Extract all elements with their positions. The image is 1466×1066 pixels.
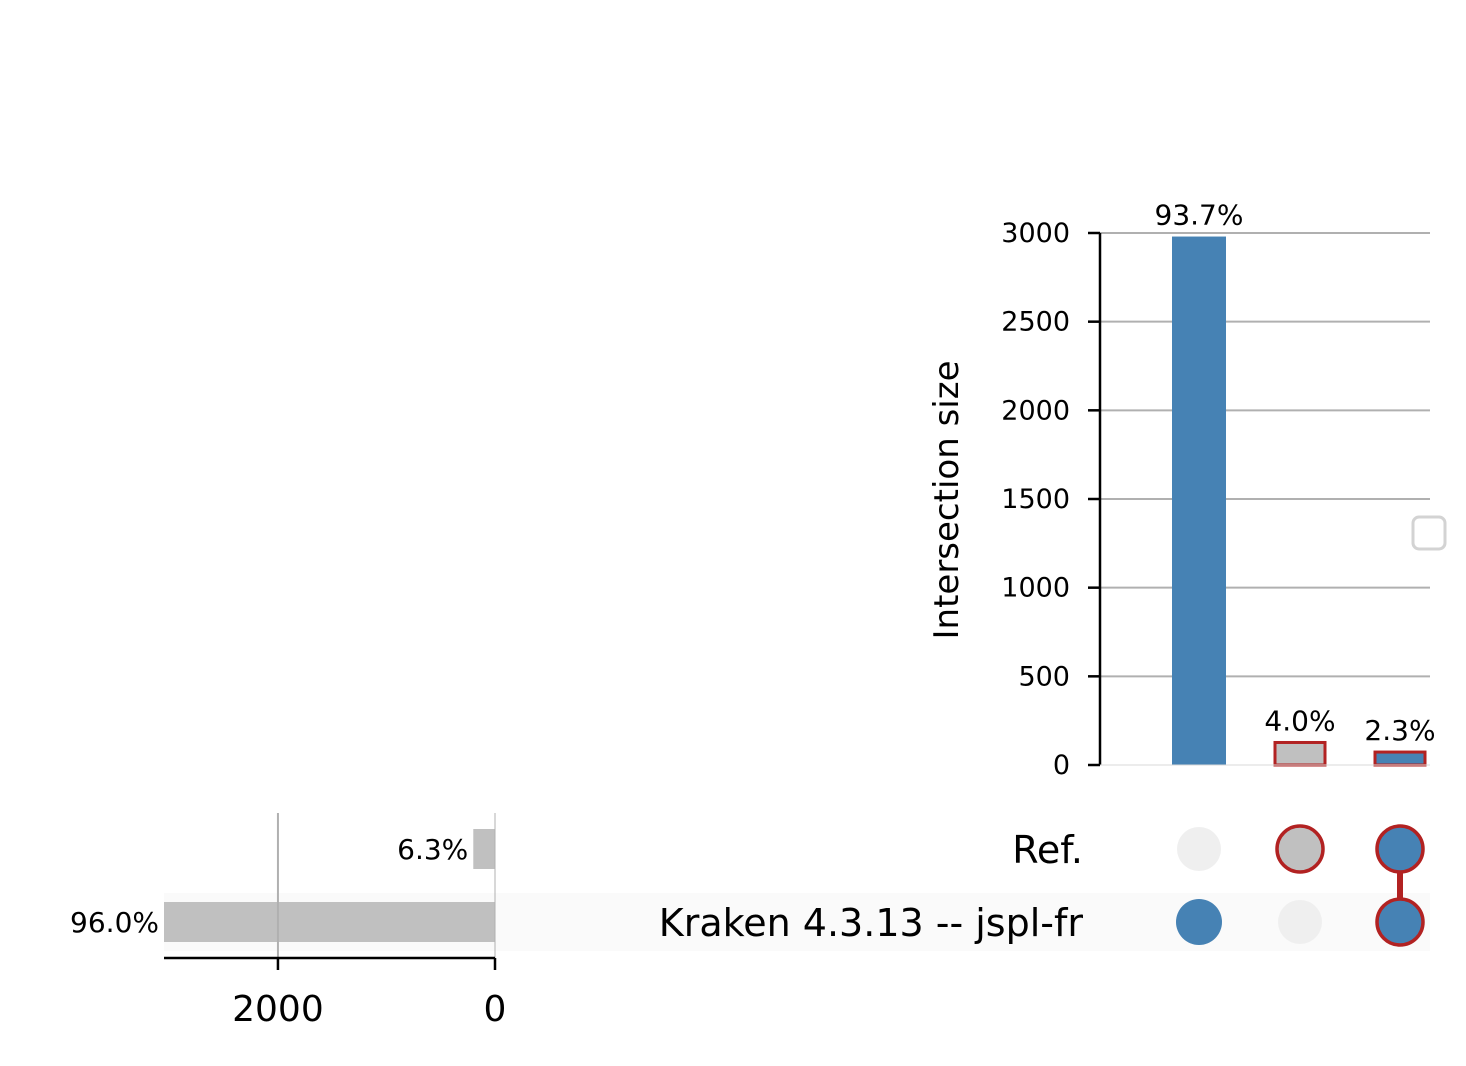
- matrix-dot-1-kraken-4-3-13-jspl-fr: [1176, 899, 1222, 945]
- set-size-bar-ref: [473, 829, 495, 869]
- set-size-label-ref: 6.3%: [397, 833, 468, 866]
- intersection-bars: 93.7% 4.0% 2.3%: [1155, 199, 1436, 767]
- intersection-bar-label-1: 93.7%: [1155, 199, 1244, 232]
- y-tick-label-2500: 2500: [1001, 307, 1070, 338]
- intersection-bar-1: [1172, 236, 1226, 766]
- set-size-bars: 6.3% 96.0%: [70, 829, 495, 942]
- y-tick-label-1500: 1500: [1001, 484, 1070, 515]
- legend: [1411, 515, 1447, 551]
- set-size-label-kraken-4-3-13-jspl-fr: 96.0%: [70, 906, 159, 939]
- set-size-axis: 2000 0: [164, 813, 506, 1030]
- intersection-bar-3: [1373, 750, 1427, 767]
- matrix-dot-2-ref: [1275, 824, 1325, 874]
- legend-box: [1411, 515, 1447, 551]
- matrix-dot-3-kraken-4-3-13-jspl-fr: [1375, 897, 1425, 947]
- y-tick-label-3000: 3000: [1001, 218, 1070, 249]
- matrix-dot-3-ref: [1375, 824, 1425, 874]
- set-names: Ref. Kraken 4.3.13 -- jspl-fr: [659, 828, 1084, 945]
- y-tick-label-500: 500: [1018, 661, 1070, 692]
- matrix-dots: [1176, 824, 1425, 947]
- set-size-bar-kraken-4-3-13-jspl-fr: [164, 902, 495, 942]
- y-tick-label-2000: 2000: [1001, 395, 1070, 426]
- intersection-y-axis: 0 500 1000 1500 2000 2500 3000: [1001, 218, 1430, 781]
- matrix-dot-2-kraken-4-3-13-jspl-fr: [1278, 900, 1322, 944]
- matrix-dot-1-ref: [1177, 827, 1221, 871]
- set-size-tick-label-0: 0: [484, 989, 507, 1030]
- set-name-ref: Ref.: [1012, 828, 1083, 872]
- set-name-kraken-4-3-13-jspl-fr: Kraken 4.3.13 -- jspl-fr: [659, 901, 1084, 945]
- intersection-bar-label-3: 2.3%: [1364, 714, 1435, 747]
- intersection-grid: [1100, 232, 1430, 678]
- y-tick-label-0: 0: [1053, 750, 1070, 781]
- intersection-bar-label-2: 4.0%: [1264, 704, 1335, 737]
- y-tick-label-1000: 1000: [1001, 573, 1070, 604]
- y-axis-label: Intersection size: [927, 361, 967, 640]
- intersection-bar-2: [1273, 740, 1327, 767]
- set-size-tick-label-2000: 2000: [232, 989, 324, 1030]
